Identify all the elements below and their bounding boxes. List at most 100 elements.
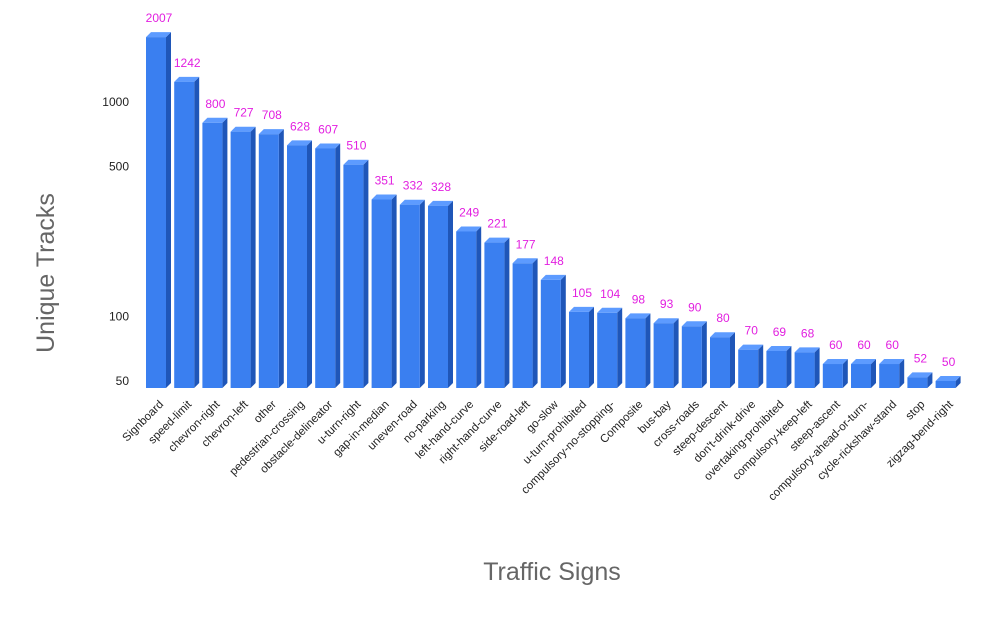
bar	[935, 376, 961, 388]
bar-front-face	[287, 145, 307, 388]
bar-front-face	[484, 242, 505, 388]
bar-top-face	[681, 321, 707, 327]
bar-side-face	[363, 159, 369, 388]
bar-top-face	[456, 226, 482, 232]
bar	[343, 159, 369, 388]
bar	[456, 226, 482, 388]
bar-side-face	[448, 200, 453, 388]
y-tick-label: 1000	[102, 95, 129, 109]
bar-front-face	[879, 364, 900, 388]
bar-side-face	[842, 359, 848, 388]
data-label: 90	[688, 300, 702, 314]
data-label: 328	[431, 180, 451, 194]
data-label: 148	[544, 254, 564, 268]
bar-top-face	[287, 140, 312, 146]
bar-top-face	[907, 372, 933, 378]
bar-front-face	[371, 199, 392, 388]
y-axis-ticks: 50 100 500 1000	[102, 95, 129, 388]
bar-front-face	[202, 122, 223, 388]
data-label: 351	[375, 174, 395, 188]
bar-side-face	[307, 140, 312, 388]
bar	[512, 258, 538, 388]
data-label: 52	[914, 351, 928, 365]
data-label: 332	[403, 179, 423, 193]
bar-side-face	[758, 344, 764, 388]
bar-side-face	[617, 307, 623, 388]
data-label: 70	[745, 324, 759, 338]
bar-front-face	[625, 318, 646, 388]
bar-side-face	[927, 372, 933, 388]
bar-front-face	[710, 337, 730, 388]
data-label: 628	[290, 119, 310, 133]
bar	[681, 321, 707, 388]
bar-side-face	[278, 129, 284, 389]
data-label: 69	[773, 325, 787, 339]
bar-front-face	[399, 204, 420, 388]
bar-side-face	[673, 318, 679, 388]
bar-side-face	[730, 332, 735, 388]
bar	[879, 359, 905, 388]
bar-top-face	[512, 258, 538, 264]
bar-top-face	[879, 359, 905, 365]
bar-side-face	[560, 274, 566, 388]
bar	[484, 237, 510, 388]
data-labels: 2007 1242 800 727 708 628 607 510 351 332 328 249 22…	[146, 11, 956, 369]
bar	[738, 344, 764, 388]
data-label: 104	[600, 287, 620, 301]
bar-top-face	[371, 194, 397, 200]
bar-front-face	[597, 312, 618, 388]
bar-side-face	[871, 359, 876, 388]
bar-front-face	[738, 349, 759, 388]
bar-top-face	[202, 117, 228, 123]
bar-top-face	[794, 347, 820, 353]
bar-front-face	[146, 37, 166, 388]
bar-side-face	[166, 32, 171, 388]
bar-top-face	[851, 359, 876, 365]
bar-top-face	[343, 159, 369, 165]
bar-front-face	[258, 134, 279, 388]
bar-top-face	[822, 359, 848, 365]
bar-side-face	[589, 306, 594, 388]
bar-side-face	[645, 313, 651, 388]
bar-front-face	[343, 164, 364, 388]
bar-side-face	[504, 237, 510, 388]
bar-top-face	[597, 307, 623, 313]
bar	[766, 346, 792, 388]
bar-front-face	[822, 364, 843, 388]
bar-side-face	[701, 321, 707, 388]
bar-top-face	[710, 332, 735, 338]
bar-top-face	[230, 126, 256, 132]
bar	[371, 194, 397, 388]
data-label: 727	[234, 106, 254, 120]
bar-front-face	[907, 377, 928, 388]
bar	[428, 200, 453, 388]
x-axis-tick-labels: Signboardspeed-limitchevron-rightchevron…	[121, 398, 957, 503]
bar	[794, 347, 820, 388]
bar	[258, 129, 284, 389]
data-label: 2007	[146, 11, 173, 25]
bar	[287, 140, 312, 388]
bar-front-face	[851, 364, 871, 388]
bar	[653, 318, 679, 388]
bar-top-face	[738, 344, 764, 350]
bar	[907, 372, 933, 388]
x-axis-title: Traffic Signs	[483, 558, 621, 586]
bar-top-face	[146, 32, 171, 38]
bar-top-face	[540, 274, 566, 280]
bar-top-face	[174, 76, 200, 82]
data-label: 105	[572, 286, 592, 300]
bar	[569, 306, 594, 388]
data-label: 177	[516, 237, 536, 251]
bar-front-face	[428, 205, 448, 388]
bar	[625, 313, 651, 388]
bar-front-face	[315, 148, 336, 388]
bar-top-face	[484, 237, 510, 243]
bar-side-face	[222, 117, 228, 388]
bar-top-face	[428, 200, 453, 206]
data-label: 800	[205, 97, 225, 111]
bar-front-face	[540, 279, 561, 388]
data-label: 221	[487, 217, 507, 231]
bar-front-face	[230, 131, 251, 389]
bar-top-face	[399, 199, 425, 205]
